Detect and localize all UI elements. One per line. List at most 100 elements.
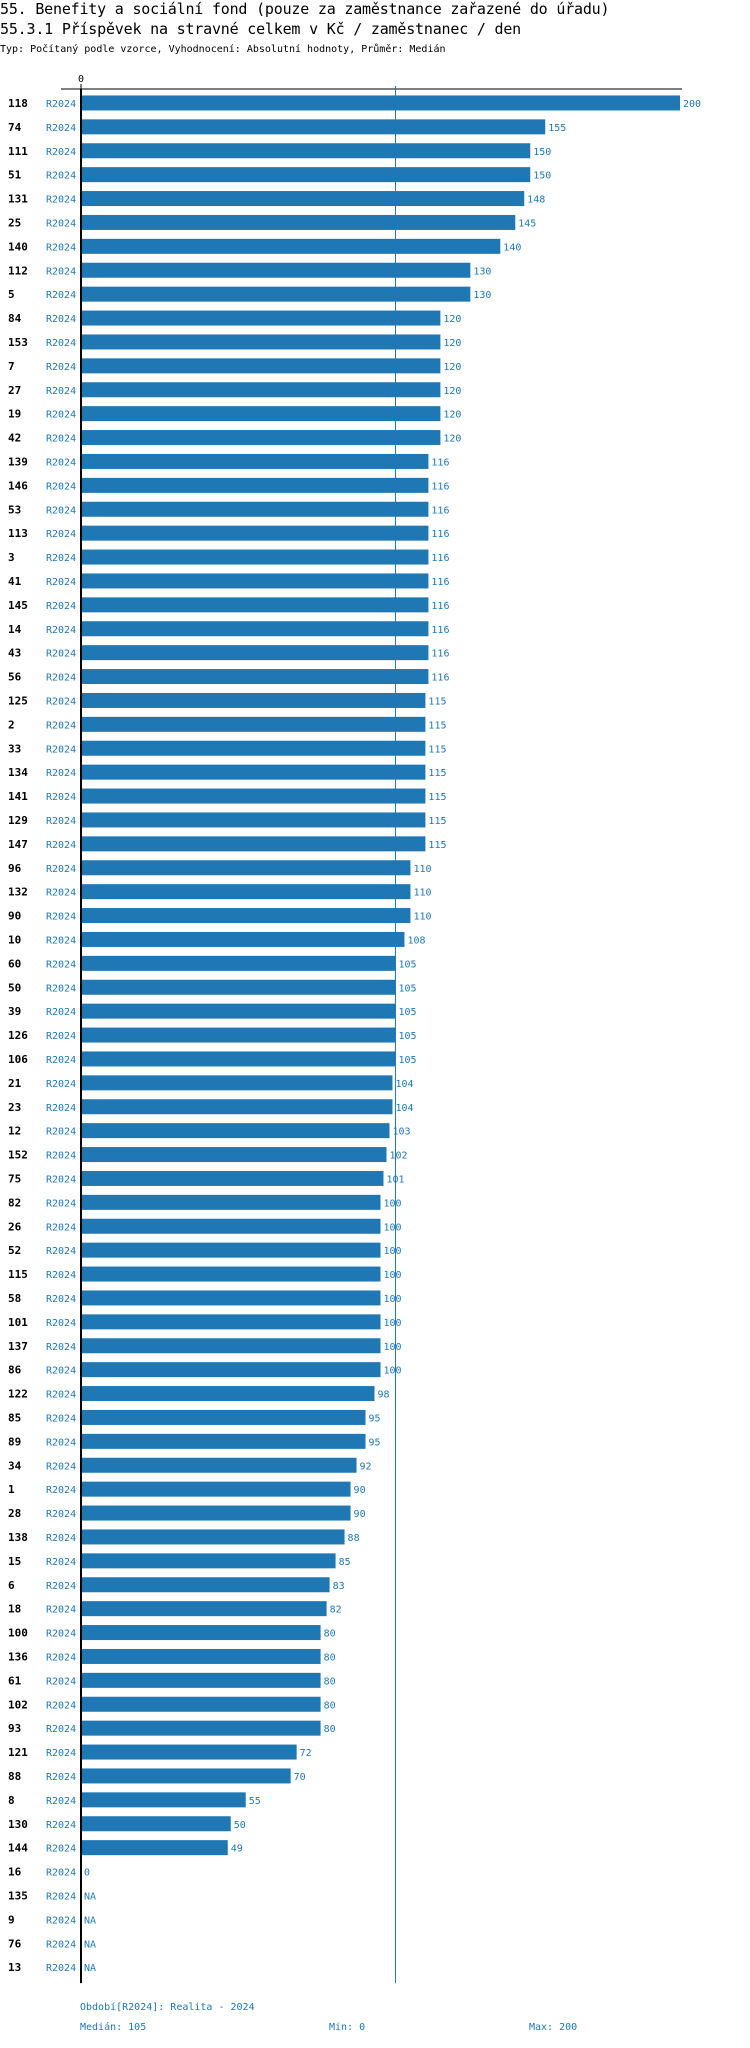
category-label: 23: [8, 1101, 21, 1114]
period-label: R2024: [46, 171, 76, 182]
value-label: 116: [431, 577, 449, 588]
period-label: R2024: [46, 386, 76, 397]
category-label: 7: [8, 360, 15, 373]
period-label: R2024: [46, 195, 76, 206]
period-label: R2024: [46, 1151, 76, 1162]
period-label: R2024: [46, 935, 76, 946]
category-label: 34: [8, 1459, 22, 1472]
category-label: 60: [8, 957, 21, 970]
missing-value-label: NA: [84, 1891, 96, 1902]
period-label: R2024: [46, 768, 76, 779]
category-label: 86: [8, 1364, 22, 1377]
value-label: 116: [431, 625, 449, 636]
value-label: 130: [473, 266, 491, 277]
bar: [81, 1242, 381, 1258]
period-label: R2024: [46, 1079, 76, 1090]
bar: [81, 1266, 381, 1282]
bar: [81, 1218, 381, 1234]
value-label: 100: [384, 1246, 402, 1257]
bar: [81, 1744, 297, 1760]
value-label: 82: [330, 1605, 342, 1616]
bar: [81, 1672, 321, 1688]
category-label: 100: [8, 1627, 28, 1640]
bar: [81, 740, 426, 756]
chart-meta: Typ: Počítaný podle vzorce, Vyhodnocení:…: [0, 44, 446, 55]
category-label: 125: [8, 694, 28, 707]
bar: [81, 549, 429, 565]
bar: [81, 716, 426, 732]
category-label: 101: [8, 1316, 28, 1329]
value-label: 104: [395, 1079, 413, 1090]
category-label: 19: [8, 408, 21, 421]
period-label: R2024: [46, 601, 76, 612]
value-label: 49: [231, 1844, 243, 1855]
period-label: R2024: [46, 529, 76, 540]
category-label: 76: [8, 1937, 22, 1950]
period-label: R2024: [46, 1605, 76, 1616]
bar: [81, 143, 531, 159]
value-label: 105: [398, 959, 416, 970]
value-label: 98: [378, 1390, 390, 1401]
category-label: 41: [8, 575, 22, 588]
value-label: 102: [389, 1151, 407, 1162]
bar: [81, 908, 411, 924]
bar: [81, 1481, 351, 1497]
category-label: 135: [8, 1889, 28, 1902]
category-label: 134: [8, 766, 28, 779]
period-label: R2024: [46, 1533, 76, 1544]
category-label: 115: [8, 1268, 28, 1281]
value-label: 88: [348, 1533, 360, 1544]
bar: [81, 645, 429, 661]
value-label: 95: [369, 1413, 381, 1424]
bar: [81, 621, 429, 637]
value-label: 105: [398, 1055, 416, 1066]
value-label: 116: [431, 457, 449, 468]
bar: [81, 597, 429, 613]
period-label: R2024: [46, 1198, 76, 1209]
category-label: 8: [8, 1794, 15, 1807]
value-label: 116: [431, 601, 449, 612]
category-label: 61: [8, 1674, 22, 1687]
bar: [81, 95, 680, 111]
category-label: 121: [8, 1746, 28, 1759]
period-label: R2024: [46, 1629, 76, 1640]
bar: [81, 1290, 381, 1306]
category-label: 56: [8, 671, 22, 684]
bar: [81, 1194, 381, 1210]
category-label: 112: [8, 264, 28, 277]
value-label: 115: [428, 840, 446, 851]
bar: [81, 119, 546, 135]
bar: [81, 1075, 393, 1091]
value-label: 80: [324, 1629, 336, 1640]
period-label: R2024: [46, 840, 76, 851]
category-label: 14: [8, 623, 22, 636]
period-label: R2024: [46, 434, 76, 445]
bar: [81, 1816, 231, 1832]
period-label: R2024: [46, 1915, 76, 1926]
value-label: 120: [443, 386, 461, 397]
period-label: R2024: [46, 99, 76, 110]
period-label: R2024: [46, 314, 76, 325]
period-label: R2024: [46, 864, 76, 875]
bar: [81, 382, 441, 398]
bar: [81, 884, 411, 900]
value-label: 95: [369, 1437, 381, 1448]
category-label: 131: [8, 193, 28, 206]
bar: [81, 1601, 327, 1617]
category-label: 82: [8, 1196, 21, 1209]
footer-median: Medián: 105: [80, 2022, 147, 2033]
footer-period: Období[R2024]: Realita - 2024: [80, 2002, 255, 2013]
bar: [81, 692, 426, 708]
category-label: 74: [8, 121, 22, 134]
bar: [81, 191, 525, 207]
category-label: 113: [8, 527, 28, 540]
value-label: 116: [431, 505, 449, 516]
value-label: 55: [249, 1796, 261, 1807]
value-label: 120: [443, 314, 461, 325]
period-label: R2024: [46, 625, 76, 636]
period-label: R2024: [46, 1103, 76, 1114]
category-label: 118: [8, 97, 28, 110]
value-label: 100: [384, 1318, 402, 1329]
bar: [81, 214, 516, 230]
period-label: R2024: [46, 983, 76, 994]
